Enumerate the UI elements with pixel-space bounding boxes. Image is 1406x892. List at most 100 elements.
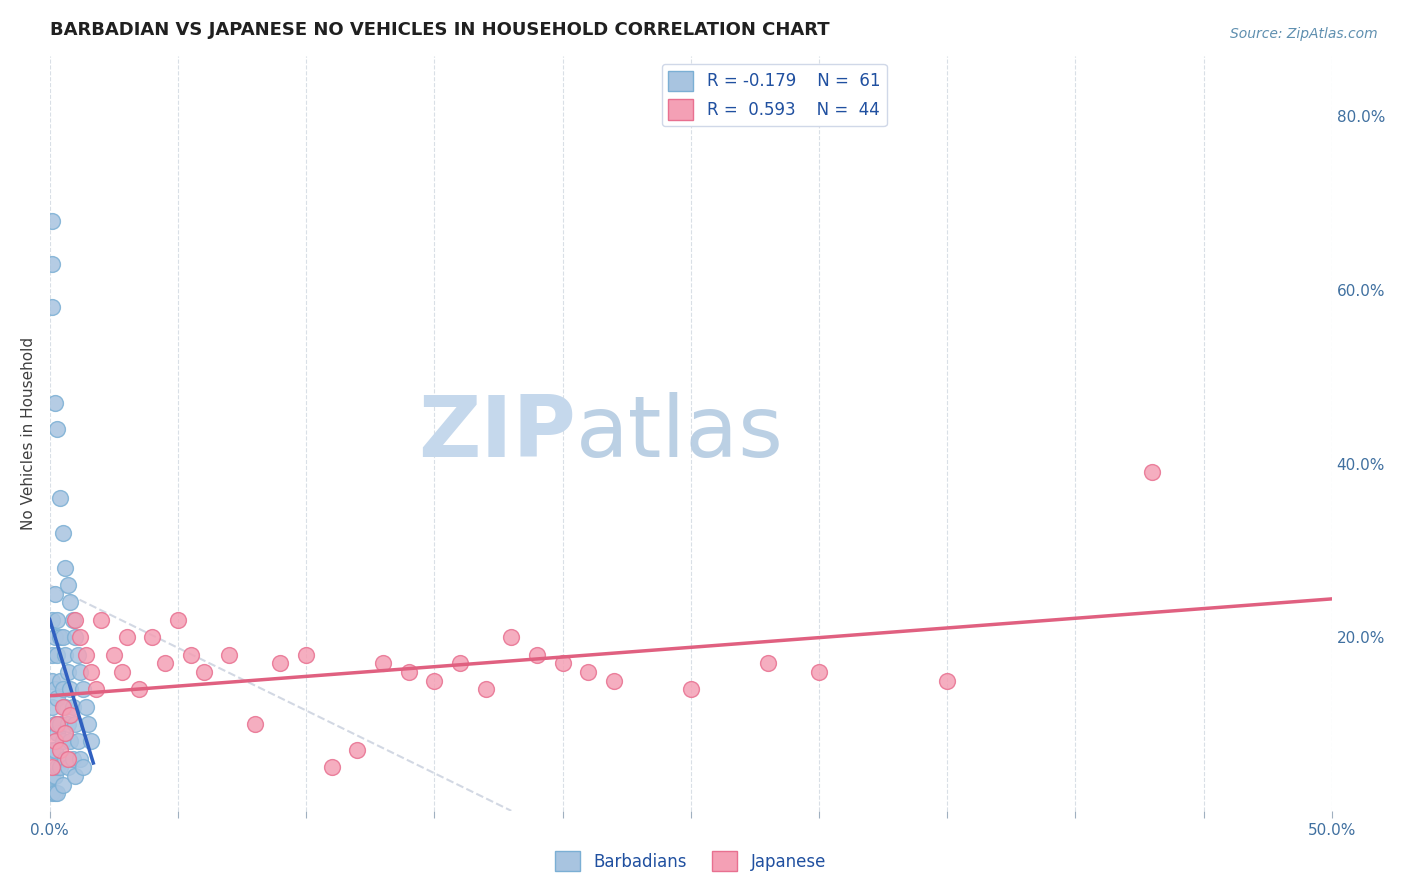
- Point: [46, 787, 69, 801]
- Point: [243, 717, 266, 731]
- Point: [41, 301, 63, 315]
- Point: [153, 657, 176, 671]
- Point: [46, 690, 69, 705]
- Point: [576, 665, 599, 679]
- Point: [103, 648, 125, 662]
- Point: [53, 725, 76, 739]
- Point: [44, 717, 66, 731]
- Point: [321, 760, 343, 774]
- Point: [1142, 465, 1164, 479]
- Point: [526, 648, 548, 662]
- Point: [69, 630, 91, 644]
- Point: [56, 578, 79, 592]
- Point: [51, 630, 73, 644]
- Point: [90, 613, 112, 627]
- Point: [65, 613, 87, 627]
- Point: [59, 595, 82, 609]
- Point: [84, 682, 107, 697]
- Point: [423, 673, 446, 688]
- Point: [807, 665, 830, 679]
- Point: [270, 657, 292, 671]
- Point: [51, 734, 73, 748]
- Point: [44, 743, 66, 757]
- Point: [56, 760, 79, 774]
- Point: [53, 561, 76, 575]
- Point: [679, 682, 702, 697]
- Point: [49, 491, 72, 506]
- Point: [41, 787, 63, 801]
- Point: [49, 743, 72, 757]
- Point: [46, 613, 69, 627]
- Point: [53, 648, 76, 662]
- Point: [59, 734, 82, 748]
- Y-axis label: No Vehicles in Household: No Vehicles in Household: [21, 336, 35, 530]
- Point: [346, 743, 368, 757]
- Point: [46, 725, 69, 739]
- Point: [69, 752, 91, 766]
- Point: [128, 682, 150, 697]
- Point: [193, 665, 215, 679]
- Point: [46, 422, 69, 436]
- Point: [51, 778, 73, 792]
- Point: [56, 717, 79, 731]
- Point: [62, 699, 84, 714]
- Point: [80, 734, 103, 748]
- Point: [72, 760, 94, 774]
- Point: [59, 708, 82, 723]
- Point: [59, 682, 82, 697]
- Point: [41, 648, 63, 662]
- Point: [53, 699, 76, 714]
- Point: [56, 665, 79, 679]
- Point: [44, 630, 66, 644]
- Point: [44, 769, 66, 783]
- Point: [75, 699, 97, 714]
- Point: [46, 760, 69, 774]
- Text: ZIP: ZIP: [418, 392, 575, 475]
- Point: [65, 717, 87, 731]
- Point: [41, 213, 63, 227]
- Point: [44, 682, 66, 697]
- Legend: Barbadians, Japanese: Barbadians, Japanese: [548, 845, 832, 878]
- Point: [474, 682, 496, 697]
- Point: [167, 613, 190, 627]
- Point: [398, 665, 420, 679]
- Point: [371, 657, 394, 671]
- Point: [46, 717, 69, 731]
- Point: [62, 752, 84, 766]
- Point: [449, 657, 471, 671]
- Point: [65, 630, 87, 644]
- Point: [53, 752, 76, 766]
- Point: [501, 630, 523, 644]
- Text: Source: ZipAtlas.com: Source: ZipAtlas.com: [1230, 27, 1378, 41]
- Point: [41, 743, 63, 757]
- Point: [110, 665, 132, 679]
- Point: [80, 665, 103, 679]
- Point: [56, 752, 79, 766]
- Point: [44, 587, 66, 601]
- Point: [49, 673, 72, 688]
- Point: [295, 648, 318, 662]
- Point: [46, 648, 69, 662]
- Point: [603, 673, 626, 688]
- Point: [44, 396, 66, 410]
- Point: [51, 682, 73, 697]
- Point: [41, 769, 63, 783]
- Point: [756, 657, 779, 671]
- Text: atlas: atlas: [575, 392, 783, 475]
- Point: [72, 682, 94, 697]
- Point: [62, 613, 84, 627]
- Point: [41, 673, 63, 688]
- Point: [180, 648, 202, 662]
- Point: [51, 699, 73, 714]
- Point: [77, 717, 100, 731]
- Point: [218, 648, 240, 662]
- Point: [141, 630, 163, 644]
- Point: [41, 699, 63, 714]
- Point: [49, 760, 72, 774]
- Point: [115, 630, 138, 644]
- Point: [75, 648, 97, 662]
- Point: [936, 673, 959, 688]
- Point: [44, 787, 66, 801]
- Point: [66, 648, 89, 662]
- Point: [551, 657, 574, 671]
